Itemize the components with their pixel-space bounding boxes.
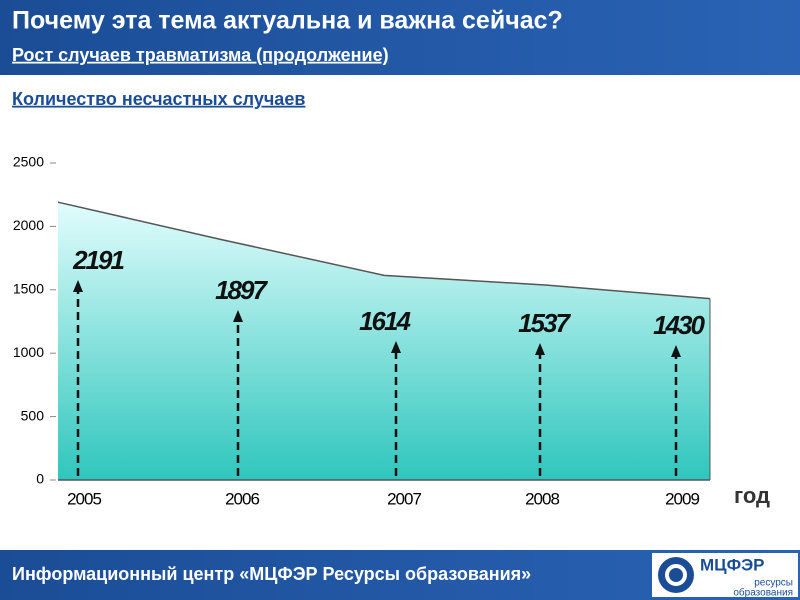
header-band xyxy=(0,0,800,75)
slide-subtitle: Рост случаев травматизма (продолжение) xyxy=(12,45,389,65)
value-label: 1430 xyxy=(653,310,705,340)
x-axis-label: год xyxy=(734,483,770,508)
arrow-head xyxy=(535,343,545,355)
slide-title: Почему эта тема актуальна и важна сейчас… xyxy=(12,7,563,35)
arrow-head xyxy=(671,345,681,357)
value-label: 2191 xyxy=(72,245,124,275)
x-tick-label: 2009 xyxy=(665,489,699,508)
y-tick-label: 1500 xyxy=(13,281,44,297)
arrow-head xyxy=(233,310,243,322)
y-tick-label: 1000 xyxy=(13,344,44,360)
footer-text: Информационный центр «МЦФЭР Ресурсы обра… xyxy=(12,564,531,584)
chart-title: Количество несчастных случаев xyxy=(12,89,305,109)
x-tick-label: 2006 xyxy=(225,489,259,508)
arrow-head xyxy=(391,341,401,353)
x-tick-label: 2005 xyxy=(67,489,101,508)
x-tick-label: 2008 xyxy=(525,489,559,508)
value-label: 1537 xyxy=(518,308,571,338)
area xyxy=(58,202,710,480)
area-line xyxy=(57,201,711,300)
logo-caption: ресурсы xyxy=(754,578,793,589)
y-tick-label: 0 xyxy=(36,471,44,487)
logo-icon-ring xyxy=(665,564,687,586)
y-tick-label: 2000 xyxy=(13,217,44,233)
arrow-head xyxy=(73,280,83,292)
y-tick-label: 500 xyxy=(21,407,45,423)
value-label: 1614 xyxy=(359,306,411,336)
value-label: 1897 xyxy=(215,275,268,305)
logo-caption: образования xyxy=(733,587,793,599)
y-tick-label: 2500 xyxy=(13,154,44,170)
x-tick-label: 2007 xyxy=(387,489,421,508)
logo-name: МЦФЭР xyxy=(700,555,765,574)
logo-icon xyxy=(658,557,694,593)
